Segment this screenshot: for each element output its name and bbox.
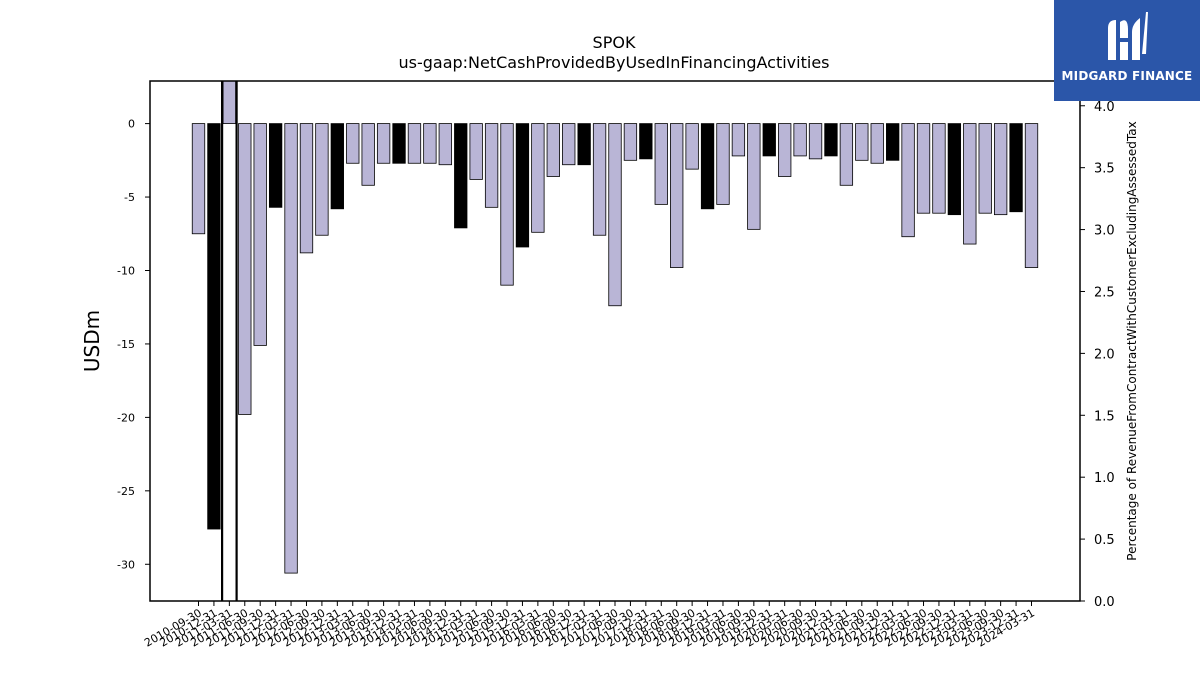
bar-2015-06-30	[484, 123, 499, 208]
bar-2012-03-31	[284, 123, 298, 574]
chart-title: SPOK	[593, 33, 636, 52]
bar-2022-12-31	[947, 123, 962, 216]
y-axis-right-label: Percentage of RevenueFromContractWithCus…	[1125, 121, 1139, 560]
plot-frame	[149, 80, 1081, 602]
bar-2022-09-30	[932, 123, 946, 214]
y-right-tick-label: 1.0	[1094, 471, 1115, 486]
bar-2019-06-30	[731, 123, 746, 157]
bar-2016-06-30	[546, 123, 560, 177]
bar-2021-03-31	[839, 123, 854, 186]
bar-2012-06-30	[299, 123, 314, 254]
bar-2021-09-30	[870, 123, 884, 164]
y-axis-left: 0 -5 -10 -15 -20 -25 -30	[117, 118, 150, 571]
bar-2023-06-30	[978, 123, 992, 214]
y-right-tick-label: 1.5	[1094, 409, 1115, 424]
bar-2016-09-30	[562, 123, 576, 166]
bar-2011-12-31	[268, 123, 283, 208]
y-right-tick-label: 0.5	[1094, 533, 1115, 548]
y-right-tick-label: 2.5	[1094, 285, 1115, 300]
bar-group	[191, 80, 1039, 601]
chart-subtitle: us-gaap:NetCashProvidedByUsedInFinancing…	[398, 53, 829, 72]
y-right-tick-label: 0.0	[1094, 595, 1115, 610]
bar-2013-03-31	[346, 123, 360, 164]
bar-2022-03-31	[901, 123, 915, 238]
y-tick-label: -20	[117, 411, 135, 424]
bar-2020-12-31	[824, 123, 838, 157]
y-tick-label: -15	[117, 338, 135, 351]
bar-2015-12-31	[515, 123, 530, 248]
bar-2013-09-30	[376, 123, 391, 164]
bar-2020-03-31	[778, 123, 792, 177]
y-tick-label: -5	[124, 191, 135, 204]
bar-2017-12-31	[639, 123, 653, 160]
bar-2018-09-30	[685, 123, 699, 170]
bar-2015-09-30	[500, 123, 514, 286]
y-tick-label: -30	[117, 558, 135, 571]
bar-2017-09-30	[623, 123, 638, 161]
bar-2018-06-30	[670, 123, 684, 268]
y-tick-label: 0	[128, 118, 135, 131]
bar-2023-12-31	[1009, 123, 1023, 213]
bar-2015-03-31	[469, 123, 483, 180]
midgard-logo-icon	[1108, 12, 1148, 60]
bar-2014-03-31	[407, 123, 422, 164]
logo-text: MIDGARD FINANCE	[1061, 69, 1193, 83]
y-axis-label: USDm	[80, 310, 104, 372]
bar-2018-03-31	[654, 123, 668, 205]
bar-2017-06-30	[608, 123, 622, 307]
midgard-finance-logo: MIDGARD FINANCE	[1054, 0, 1200, 101]
bar-2020-06-30	[793, 123, 807, 157]
bar-2019-03-31	[716, 123, 730, 205]
bar-2020-09-30	[808, 123, 823, 160]
bar-2016-12-31	[577, 123, 591, 166]
y-right-tick-label: 3.0	[1094, 224, 1115, 239]
bar-2014-12-31	[454, 123, 468, 229]
bar-2017-03-31	[592, 123, 607, 236]
y-right-tick-label: 4.0	[1094, 100, 1115, 115]
bar-2010-12-31	[207, 123, 221, 530]
bar-2012-09-30	[315, 123, 329, 236]
bar-2014-09-30	[438, 123, 452, 166]
x-axis: 2010-09-302010-12-312011-03-312011-06-30…	[142, 601, 1037, 650]
bar-2019-12-31	[762, 123, 776, 157]
bar-2023-03-31	[963, 123, 977, 245]
bar-2021-12-31	[886, 123, 900, 161]
y-right-tick-label: 2.0	[1094, 347, 1115, 362]
bar-2013-12-31	[392, 123, 406, 164]
bar-2010-09-30	[191, 123, 206, 235]
bar-2023-09-30	[994, 123, 1008, 216]
bar-2022-06-30	[916, 123, 931, 214]
y-right-tick-label: 3.5	[1094, 162, 1115, 177]
bar-2011-09-30	[253, 123, 267, 346]
bar-2024-03-31	[1024, 123, 1039, 268]
bar-2014-06-30	[423, 123, 437, 164]
bar-2018-12-31	[700, 123, 715, 210]
bar-2011-03-31	[222, 80, 237, 124]
y-tick-label: -10	[117, 264, 135, 277]
y-axis-right: 0.0 0.5 1.0 1.5 2.0 2.5 3.0 3.5 4.0	[1080, 100, 1115, 610]
bar-2016-03-31	[531, 123, 545, 233]
bar-2012-12-31	[330, 123, 344, 210]
y-tick-label: -25	[117, 485, 135, 498]
bar-2019-09-30	[747, 123, 761, 230]
bar-2013-06-30	[361, 123, 375, 186]
bar-2021-06-30	[855, 123, 869, 161]
bar-2011-06-30	[238, 123, 252, 415]
